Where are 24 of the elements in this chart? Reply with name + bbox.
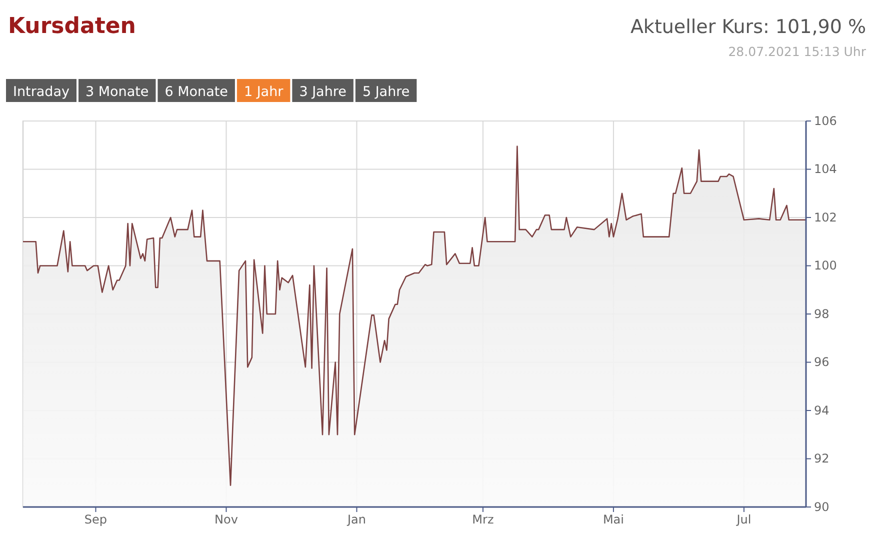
x-tick-label: Nov xyxy=(214,512,238,527)
y-tick-label: 96 xyxy=(814,355,830,370)
text: 6 Monate xyxy=(164,84,228,100)
y-tick-label: 92 xyxy=(814,452,830,466)
x-tick-label: Mrz xyxy=(472,512,494,527)
text: 3 Monate xyxy=(86,84,149,100)
y-tick-label: 94 xyxy=(814,403,830,418)
y-tick-label: 106 xyxy=(814,114,837,128)
x-tick-label: Jan xyxy=(346,512,366,527)
text: 3 Jahre xyxy=(299,84,346,100)
x-tick-label: Jul xyxy=(736,512,752,527)
text: Aktueller Kurs: 101,90 % xyxy=(630,16,866,38)
text: 28.07.2021 15:13 Uhr xyxy=(728,44,867,59)
y-tick-label: 98 xyxy=(814,306,830,321)
y-tick-label: 102 xyxy=(814,210,837,224)
x-tick-label: Sep xyxy=(84,512,108,527)
y-tick-label: 100 xyxy=(814,258,837,273)
y-tick-label: 104 xyxy=(814,162,837,176)
x-tick-label: Mai xyxy=(602,512,624,527)
text: 1 Jahr xyxy=(244,84,284,100)
text: Intraday xyxy=(13,84,70,100)
chart-title: Kursdaten xyxy=(8,14,136,39)
text: 5 Jahre xyxy=(362,84,410,100)
y-tick-label: 90 xyxy=(814,500,830,514)
